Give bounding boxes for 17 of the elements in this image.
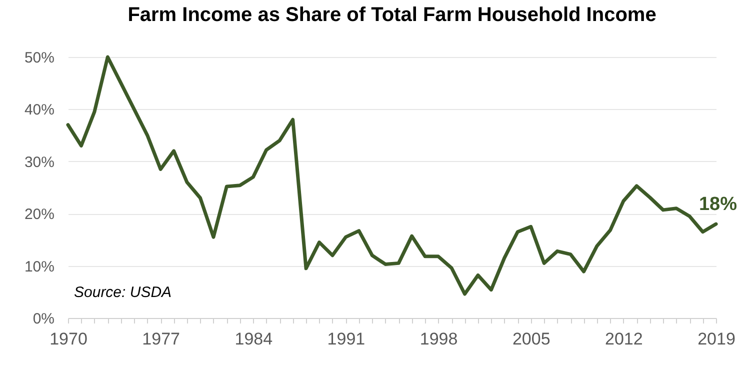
x-tick-label: 2019	[698, 330, 736, 348]
x-tick-label: 1970	[50, 330, 88, 348]
x-tick-label: 1991	[327, 330, 366, 348]
y-tick-label: 0%	[32, 310, 54, 328]
data-label: 18%	[698, 194, 738, 216]
x-tick-label: 1984	[234, 330, 273, 348]
y-tick-label: 50%	[24, 50, 54, 66]
x-tick-label: 2005	[512, 330, 550, 348]
y-tick-label: 20%	[24, 206, 54, 224]
y-tick-label: 10%	[24, 258, 54, 276]
y-tick-label: 30%	[24, 154, 54, 171]
annotation: Source: USDA	[74, 284, 172, 301]
x-tick-label: 2012	[605, 330, 643, 348]
x-tick-label: 1977	[142, 330, 180, 348]
x-tick-label: 1998	[420, 330, 458, 348]
y-tick-label: 40%	[24, 102, 54, 119]
chart-title: Farm Income as Share of Total Farm Household Income	[128, 4, 656, 26]
